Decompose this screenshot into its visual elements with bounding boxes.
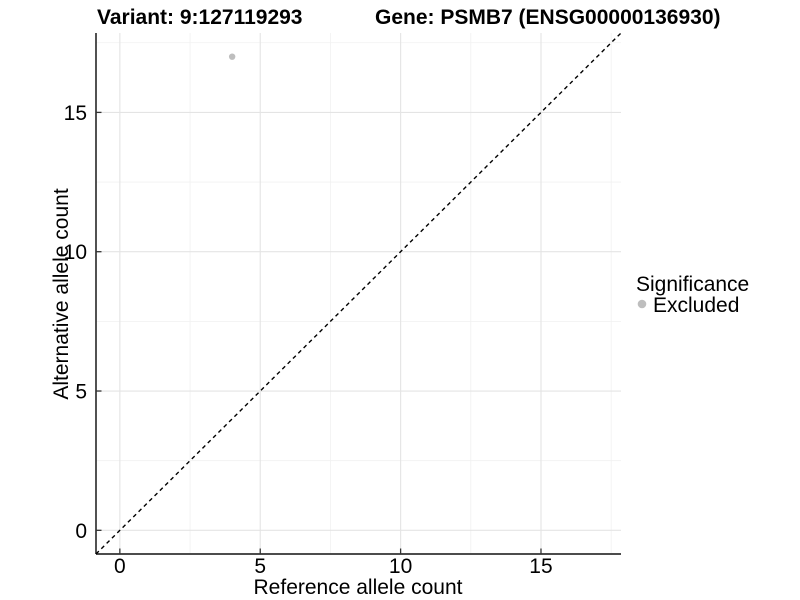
data-points bbox=[228, 53, 236, 60]
identity-dashed-line bbox=[95, 32, 622, 555]
chart-title-gene: Gene: PSMB7 (ENSG00000136930) bbox=[375, 6, 721, 29]
y-axis-title: Alternative allele count bbox=[50, 188, 73, 399]
axes bbox=[95, 33, 621, 555]
legend-marker-excluded bbox=[637, 299, 647, 309]
legend-title: Significance bbox=[636, 273, 749, 296]
axis-ticks bbox=[96, 111, 542, 554]
x-tick-label: 0 bbox=[114, 555, 126, 578]
legend: Significance Excluded bbox=[636, 273, 749, 317]
y-tick-label: 5 bbox=[75, 381, 87, 404]
axis-tick-labels: 0 5 10 15 0 5 10 15 bbox=[64, 102, 553, 578]
y-tick-label: 0 bbox=[75, 520, 87, 543]
x-axis-title: Reference allele count bbox=[254, 576, 463, 599]
data-point bbox=[228, 53, 236, 60]
y-tick-label: 10 bbox=[64, 241, 87, 264]
x-tick-label: 5 bbox=[254, 555, 266, 578]
x-tick-label: 10 bbox=[389, 555, 412, 578]
legend-label-excluded: Excluded bbox=[653, 294, 739, 317]
y-tick-label: 15 bbox=[64, 102, 87, 125]
chart-title-variant: Variant: 9:127119293 bbox=[97, 6, 303, 29]
x-tick-label: 15 bbox=[529, 555, 552, 578]
gridlines bbox=[96, 33, 621, 554]
